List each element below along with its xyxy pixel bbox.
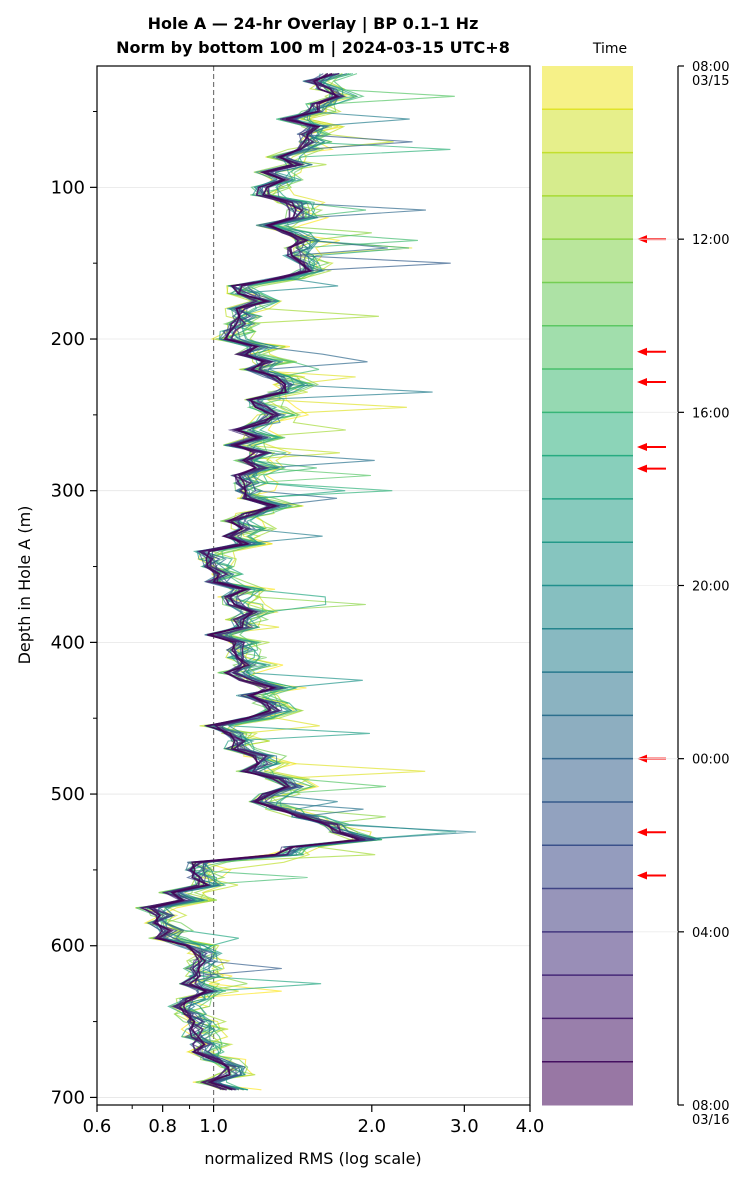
colorbar-arrows [637, 235, 666, 880]
series-line-22 [151, 72, 362, 1091]
colorbar-arrow-head-4 [637, 442, 647, 451]
colorbar-bands [542, 66, 633, 1106]
colorbar-label: Time [592, 41, 627, 57]
x-tick-label-2: 1.0 [199, 1116, 228, 1137]
x-tick-label-0: 0.6 [83, 1116, 112, 1137]
colorbar-band-1 [542, 66, 633, 110]
colorbar-band-3 [542, 152, 633, 197]
colorbar-tick-label-2: 16:00 [692, 406, 729, 421]
colorbar-band-20 [542, 888, 633, 933]
colorbar-arrow-head-7 [637, 828, 647, 837]
colorbar-tick-label-1: 12:00 [692, 233, 729, 248]
colorbar-band-7 [542, 325, 633, 370]
x-tick-label-1: 0.8 [148, 1116, 177, 1137]
y-tick-label-0: 100 [51, 177, 85, 198]
series-line-24 [148, 72, 359, 1091]
x-tick-label-4: 3.0 [450, 1116, 479, 1137]
colorbar-band-2 [542, 109, 633, 154]
colorbar-arrow-head-5 [637, 464, 647, 473]
colorbar-band-5 [542, 239, 633, 283]
colorbar-arrow-head-8 [637, 871, 647, 880]
colorbar-band-13 [542, 585, 633, 630]
colorbar-ticks: 08:0003/1512:0016:0020:0000:0004:0008:00… [633, 60, 729, 1128]
colorbar-tick-label-6: 08:00 [692, 1099, 729, 1114]
series-lines [135, 72, 477, 1091]
chart-title: Hole A — 24-hr Overlay | BP 0.1–1 Hz [148, 14, 479, 34]
y-tick-label-2: 300 [51, 481, 85, 502]
colorbar-band-16 [542, 715, 633, 760]
plot-frame [96, 65, 531, 1106]
x-axis: 0.6 0.8 1.0 2.0 3.0 4.0 [83, 1105, 545, 1137]
x-tick-label-3: 2.0 [357, 1116, 386, 1137]
colorbar-band-6 [542, 282, 633, 327]
y-axis-label: Depth in Hole A (m) [15, 506, 34, 665]
y-axis: 100 200 300 400 500 600 700 [51, 111, 97, 1108]
colorbar-tick-label-3: 20:00 [692, 580, 729, 595]
colorbar-band-11 [542, 498, 633, 543]
colorbar-band-4 [542, 195, 633, 240]
grid-lines [97, 186, 530, 1098]
colorbar-band-23 [542, 1018, 633, 1063]
colorbar-band-21 [542, 931, 633, 976]
colorbar-tick-sublabel-0: 03/15 [692, 74, 729, 89]
colorbar: Time 08:0003/1512:0016:0020:0000:0004:00… [542, 41, 729, 1128]
colorbar-band-17 [542, 758, 633, 803]
colorbar-tick-label-4: 00:00 [692, 753, 729, 768]
colorbar-band-10 [542, 455, 633, 500]
colorbar-band-18 [542, 801, 633, 846]
colorbar-tick-sublabel-6: 03/16 [692, 1113, 729, 1128]
colorbar-tick-label-5: 04:00 [692, 926, 729, 941]
colorbar-arrow-head-2 [637, 347, 647, 356]
x-tick-label-5: 4.0 [516, 1116, 545, 1137]
y-tick-label-3: 400 [51, 632, 85, 653]
y-tick-label-6: 700 [51, 1087, 85, 1108]
x-axis-label: normalized RMS (log scale) [204, 1149, 421, 1168]
colorbar-band-12 [542, 542, 633, 586]
colorbar-band-9 [542, 412, 633, 457]
plot-area [96, 65, 531, 1106]
colorbar-band-14 [542, 628, 633, 673]
colorbar-arrow-head-3 [637, 378, 647, 387]
colorbar-band-8 [542, 369, 633, 413]
y-tick-label-5: 600 [51, 936, 85, 957]
colorbar-band-22 [542, 975, 633, 1019]
colorbar-band-24 [542, 1061, 633, 1106]
y-tick-label-1: 200 [51, 329, 85, 350]
colorbar-tick-label-0: 08:00 [692, 60, 729, 75]
colorbar-band-15 [542, 672, 633, 716]
colorbar-band-19 [542, 845, 633, 890]
chart-subtitle: Norm by bottom 100 m | 2024-03-15 UTC+8 [116, 38, 510, 58]
y-tick-label-4: 500 [51, 784, 85, 805]
